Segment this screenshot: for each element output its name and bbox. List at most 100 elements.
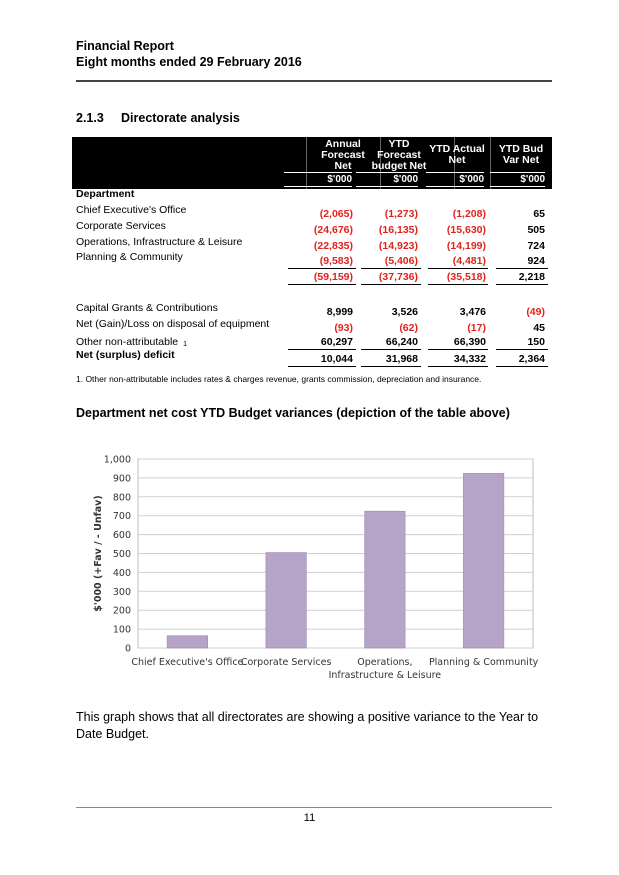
table-cell: (14,199): [446, 240, 486, 252]
y-tick-label: 600: [113, 530, 131, 541]
table-cell: 60,297: [320, 336, 353, 348]
y-tick-label: 800: [113, 492, 131, 503]
y-tick-label: 700: [113, 511, 131, 522]
table-header: Annual Forecast Net YTD Forecast budget Net …: [72, 137, 552, 189]
y-tick-label: 100: [113, 625, 131, 636]
y-tick-label: 300: [113, 587, 131, 598]
total-cell: 10,044: [320, 353, 353, 365]
subtotal-rule: [428, 284, 488, 285]
subtotal-cell: (37,736): [378, 271, 418, 283]
unit-label: $'000: [490, 172, 545, 187]
col-header-ytd-forecast: YTD Forecast budget Net: [371, 138, 427, 172]
total-rule: [428, 366, 488, 367]
column-divider: [306, 137, 307, 189]
total-cell: 2,364: [518, 353, 545, 365]
x-category-label: Planning & Community: [429, 657, 539, 668]
table-cell: (2,065): [319, 208, 353, 220]
subtotal-rule: [496, 268, 548, 269]
x-category-label: Corporate Services: [241, 657, 332, 668]
table-cell: (24,676): [313, 224, 353, 236]
bar-1: [166, 635, 208, 649]
header-rule: [76, 80, 552, 82]
total-rule: [428, 349, 488, 350]
x-category-label: Infrastructure & Leisure: [329, 670, 442, 681]
footnote: 1. Other non-attributable includes rates…: [76, 374, 482, 384]
col-header-ytd-actual: YTD Actual Net: [429, 143, 485, 166]
table-cell: 45: [533, 322, 545, 334]
table-cell: (93): [334, 322, 353, 334]
total-rule: [361, 366, 421, 367]
total-cell: 34,332: [453, 353, 486, 365]
table-cell: (1,273): [384, 208, 418, 220]
table-cell: (4,481): [452, 255, 486, 267]
subtotal-rule: [361, 268, 421, 269]
row-label: Other non-attributable 1: [76, 336, 187, 348]
total-rule: [288, 366, 356, 367]
y-tick-label: 1,000: [104, 455, 131, 466]
table-cell: (16,135): [378, 224, 418, 236]
col-header-annual: Annual Forecast Net: [321, 138, 365, 172]
table-cell: (17): [467, 322, 486, 334]
subtotal-rule: [288, 268, 356, 269]
row-label: Capital Grants & Contributions: [76, 302, 218, 314]
subtotal-cell: (59,159): [313, 271, 353, 283]
unit-label: $'000: [356, 172, 418, 187]
chart-title: Department net cost YTD Budget variances…: [76, 406, 510, 420]
total-label: Net (surplus) deficit: [76, 349, 175, 361]
table-cell: (49): [526, 306, 545, 318]
department-heading: Department: [76, 188, 135, 200]
unit-label: $'000: [426, 172, 484, 187]
total-rule: [496, 349, 548, 350]
section-title: Directorate analysis: [121, 111, 240, 125]
table-cell: 66,390: [453, 336, 486, 348]
total-rule: [361, 349, 421, 350]
section-number: 2.1.3: [76, 111, 104, 125]
subtotal-cell: (35,518): [446, 271, 486, 283]
y-tick-label: 900: [113, 473, 131, 484]
summary-paragraph: This graph shows that all directorates a…: [76, 710, 539, 741]
bar-3: [364, 510, 406, 649]
table-cell: (62): [399, 322, 418, 334]
table-cell: 924: [527, 255, 545, 267]
table-cell: 724: [527, 240, 545, 252]
subtotal-rule: [428, 268, 488, 269]
table-cell: 505: [527, 224, 545, 236]
bar-2: [265, 552, 307, 649]
col-header-ytd-var: YTD Bud Var Net: [498, 143, 544, 166]
table-cell: (22,835): [313, 240, 353, 252]
column-divider: [380, 137, 381, 189]
report-header: Financial Report Eight months ended 29 F…: [76, 38, 302, 70]
y-tick-label: 0: [125, 644, 131, 655]
total-cell: 31,968: [385, 353, 418, 365]
table-cell: 3,476: [459, 306, 486, 318]
subtotal-rule: [288, 284, 356, 285]
table-cell: (1,208): [452, 208, 486, 220]
column-divider: [490, 137, 491, 189]
row-label: Net (Gain)/Loss on disposal of equipment: [76, 318, 270, 330]
row-label: Planning & Community: [76, 251, 183, 263]
y-tick-label: 400: [113, 568, 131, 579]
footnote-ref: 1: [183, 341, 187, 348]
subtotal-rule: [496, 284, 548, 285]
column-divider: [454, 137, 455, 189]
footer-rule: [76, 807, 552, 808]
table-cell: 66,240: [385, 336, 418, 348]
subtotal-rule: [361, 284, 421, 285]
total-rule: [288, 349, 356, 350]
x-category-label: Operations,: [357, 657, 412, 668]
unit-label: $'000: [284, 172, 352, 187]
row-label: Corporate Services: [76, 220, 166, 232]
table-cell: (15,630): [446, 224, 486, 236]
report-title: Financial Report: [76, 39, 174, 53]
table-cell: 150: [527, 336, 545, 348]
x-category-label: Chief Executive's Office: [131, 657, 243, 668]
row-label: Chief Executive's Office: [76, 204, 187, 216]
table-cell: (9,583): [319, 255, 353, 267]
report-period: Eight months ended 29 February 2016: [76, 55, 302, 69]
total-rule: [496, 366, 548, 367]
page-number: 11: [303, 812, 316, 824]
bar-4: [463, 473, 505, 649]
y-tick-label: 500: [113, 549, 131, 560]
table-cell: 8,999: [326, 306, 353, 318]
